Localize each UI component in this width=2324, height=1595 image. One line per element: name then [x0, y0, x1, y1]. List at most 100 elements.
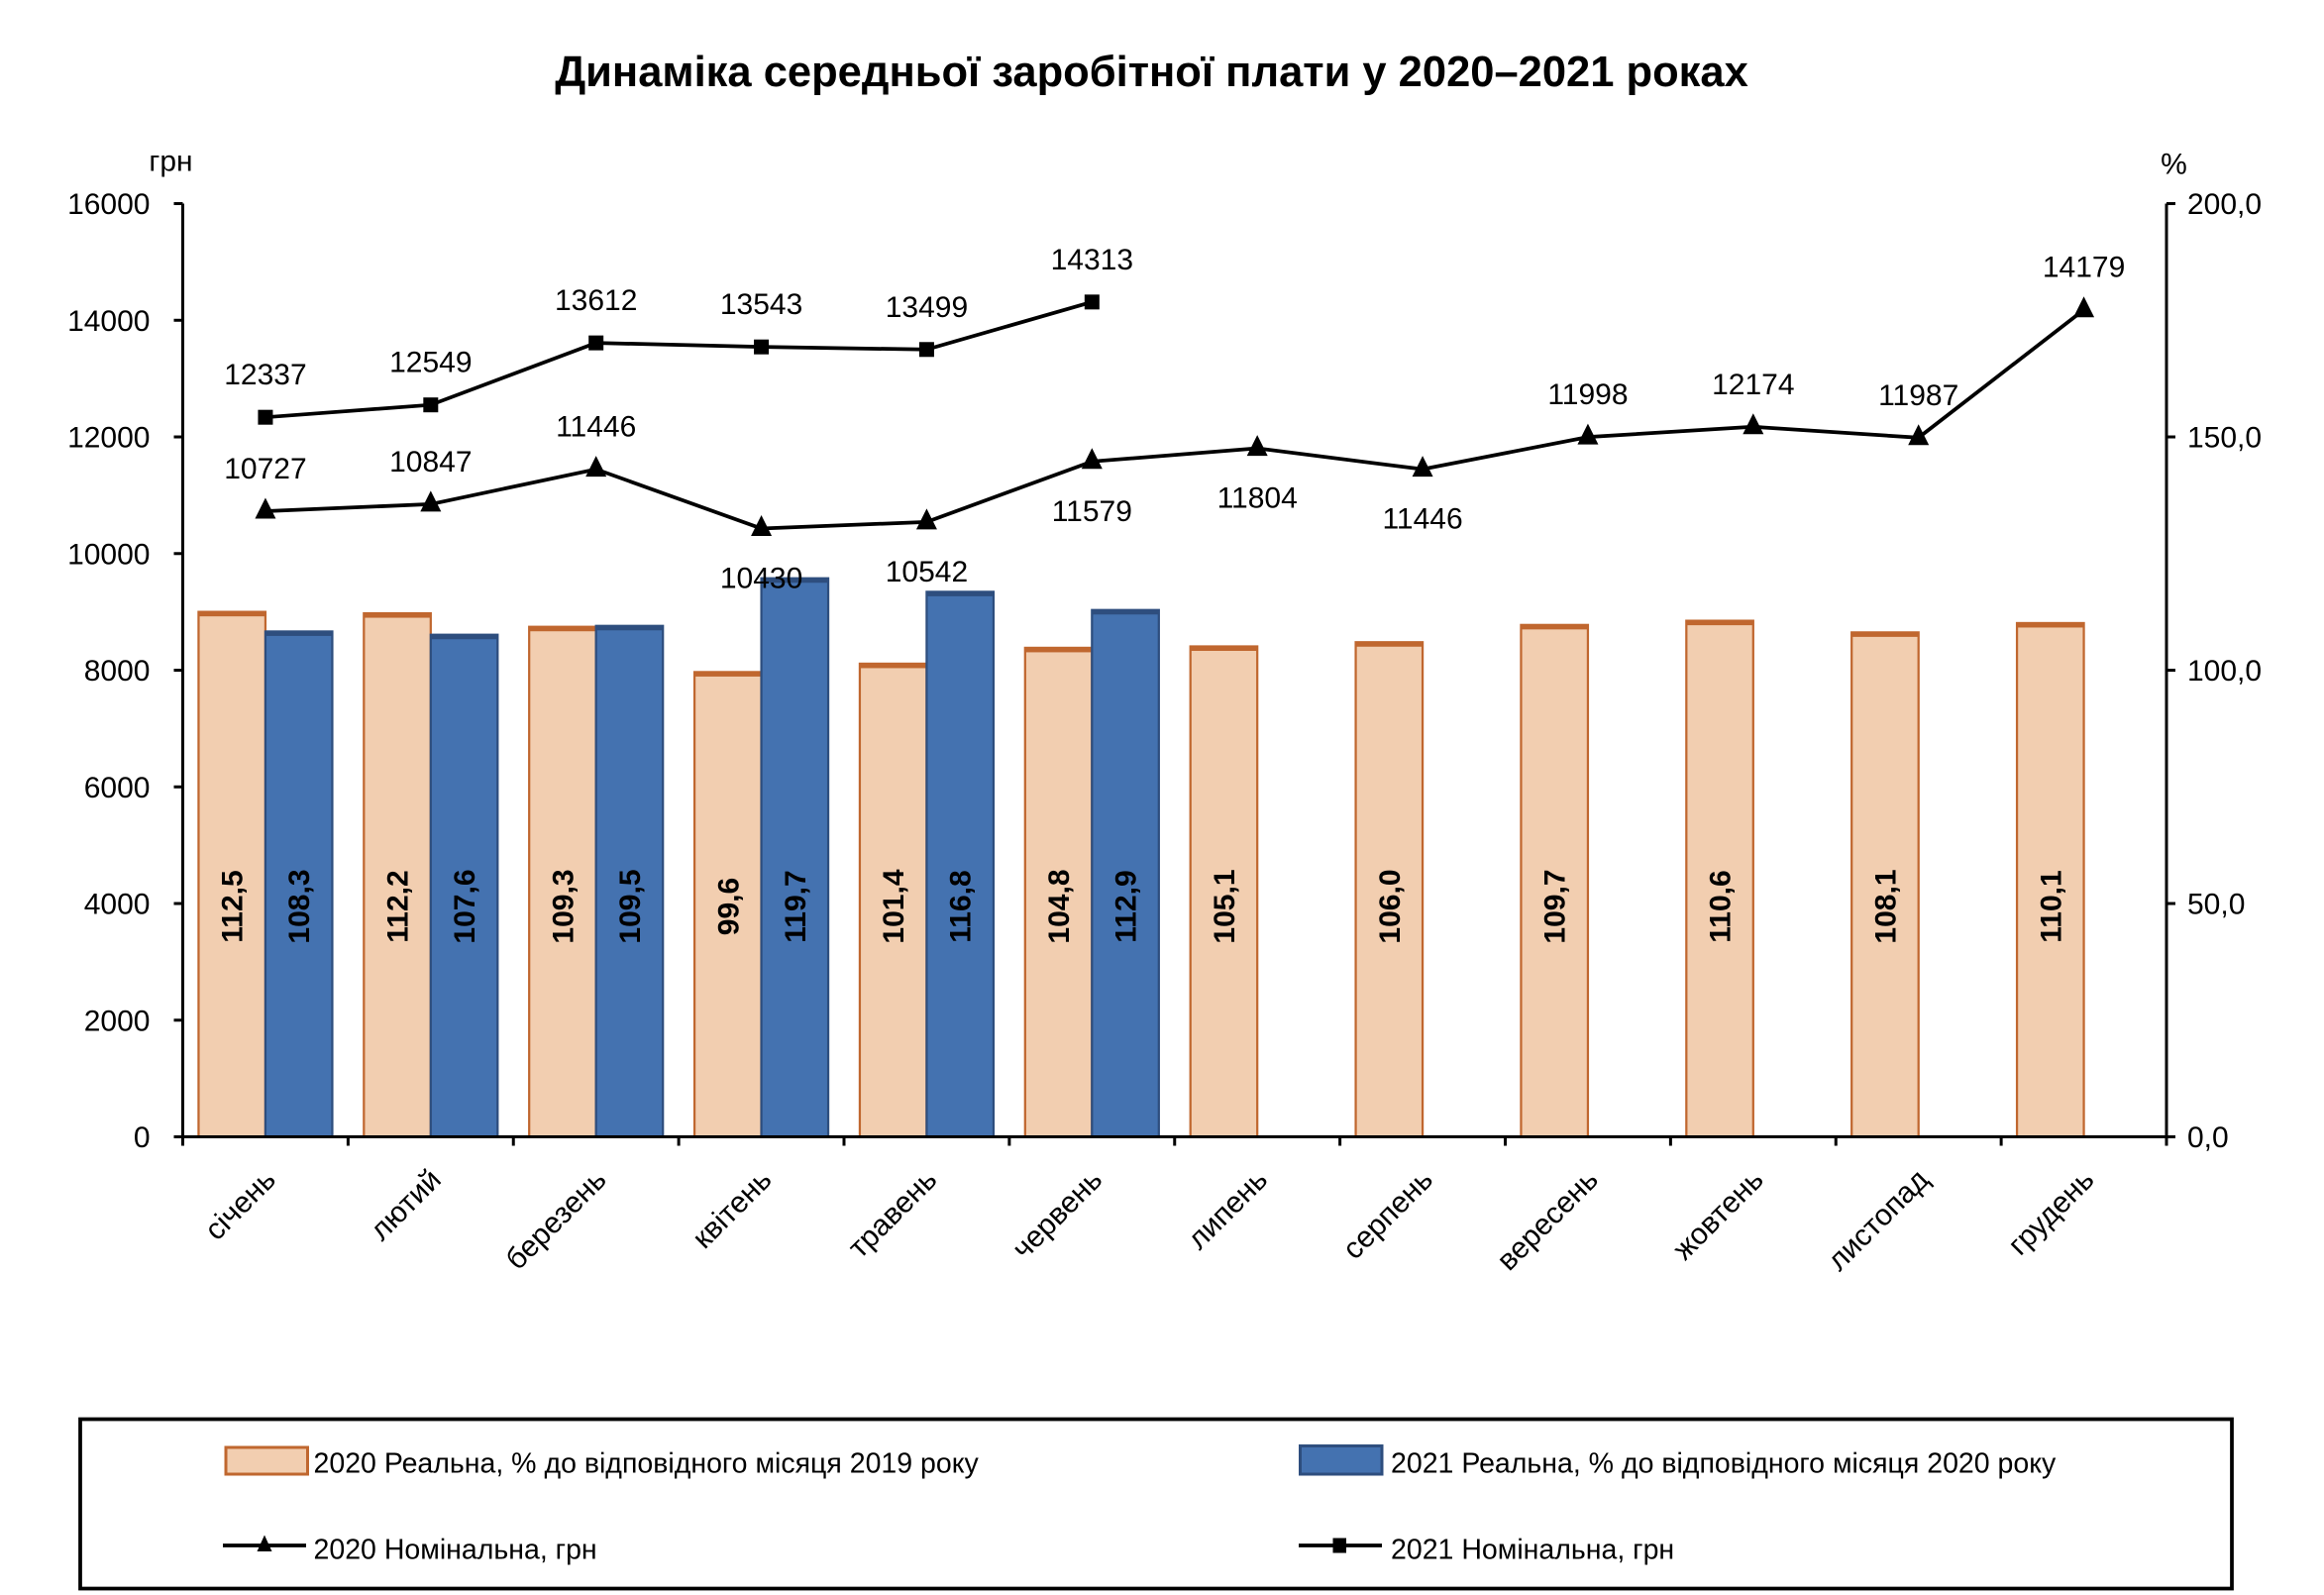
bar-data-label: 112,9	[1110, 870, 1143, 942]
bar-data-label: 119,7	[780, 870, 812, 942]
line-data-label: 11446	[1382, 503, 1462, 536]
triangle-marker	[585, 456, 607, 478]
legend-label-2020-real: 2020 Реальна, % до відповідного місяця 2…	[314, 1448, 980, 1480]
triangle-marker	[915, 508, 937, 530]
bar-data-label: 107,6	[449, 869, 481, 943]
bar-top-edge	[1521, 624, 1588, 630]
bar-data-label: 110,1	[2035, 870, 2067, 942]
triangle-marker-icon	[257, 1535, 272, 1552]
bar-2021-real	[925, 590, 996, 1138]
line-data-label: 10727	[224, 453, 306, 485]
x-tick-label: жовтень	[1667, 1163, 1770, 1266]
x-tick-label: лютий	[364, 1163, 448, 1247]
square-marker-icon	[1332, 1538, 1346, 1553]
chart-title: Динаміка середньої заробітної плати у 20…	[555, 49, 1748, 96]
triangle-marker	[1412, 456, 1433, 478]
bar-2020-real	[1023, 646, 1094, 1138]
line-data-label: 11579	[1052, 495, 1132, 528]
bar-top-edge	[1190, 646, 1258, 652]
line-data-label: 10542	[886, 556, 968, 588]
bar-top-edge	[1851, 632, 1919, 637]
legend-swatch-2020-real	[224, 1445, 309, 1476]
legend-label-2021-nominal: 2021 Номінальна, грн	[1391, 1535, 1674, 1566]
y-right-label: %	[2161, 149, 2187, 181]
y-right-tick-label: 200,0	[2187, 188, 2262, 221]
triangle-marker	[1081, 448, 1103, 470]
legend-item-2021-nominal[interactable]: 2021 Номінальна, грн	[1299, 1535, 1674, 1566]
bar-2020-real	[1685, 619, 1754, 1138]
bar-top-edge	[529, 626, 596, 632]
bar-top-edge	[364, 613, 431, 618]
triangle-marker	[1246, 435, 1268, 457]
triangle-marker	[1577, 423, 1599, 445]
y-left-tick-label: 10000	[67, 538, 150, 571]
bar-top-edge	[761, 578, 829, 584]
bar-top-edge	[1024, 647, 1093, 653]
line-data-label: 11998	[1547, 378, 1628, 411]
line-data-label: 11446	[556, 411, 636, 444]
bar-top-edge	[1686, 620, 1753, 626]
x-tick-label: листопад	[1822, 1163, 1936, 1277]
line-data-label: 10430	[720, 562, 802, 594]
line-data-label: 14313	[1051, 244, 1133, 276]
bar-top-edge	[2017, 622, 2084, 628]
line-data-label: 12549	[389, 347, 472, 379]
x-tick-label: серпень	[1336, 1163, 1439, 1266]
bar-top-edge	[1355, 642, 1424, 647]
line-2021-nominal	[264, 300, 1093, 420]
bar-2020-real	[1850, 631, 1920, 1138]
square-marker	[588, 335, 604, 351]
y-left-tick-label: 12000	[67, 422, 150, 455]
y-right-tick-label: 150,0	[2187, 422, 2262, 455]
y-right-tick-label: 0,0	[2187, 1121, 2229, 1154]
square-marker	[918, 342, 934, 358]
bar-top-edge	[1092, 609, 1159, 615]
legend-swatch-2021-real	[1299, 1444, 1384, 1476]
bar-data-label: 112,5	[217, 870, 250, 942]
bar-data-label: 110,6	[1705, 870, 1738, 942]
bar-data-label: 109,3	[547, 869, 580, 943]
bar-top-edge	[859, 663, 927, 669]
triangle-marker	[751, 514, 773, 536]
y-left-tick-label: 16000	[67, 188, 150, 221]
legend-frame	[78, 1417, 2234, 1591]
legend-item-2020-nominal[interactable]: 2020 Номінальна, грн	[223, 1535, 597, 1566]
bar-top-edge	[198, 611, 265, 617]
bar-data-label: 112,2	[382, 870, 415, 942]
y-left-tick-label: 8000	[84, 655, 151, 688]
bar-data-label: 101,4	[878, 869, 910, 943]
line-data-label: 10847	[389, 446, 472, 478]
y-left-tick-label: 6000	[84, 772, 151, 804]
triangle-marker	[255, 497, 276, 519]
line-data-label: 14179	[2043, 252, 2125, 284]
y-right-tick-label: 50,0	[2187, 889, 2245, 921]
bar-top-edge	[264, 631, 333, 636]
bar-2021-real	[1091, 608, 1160, 1138]
bar-data-label: 109,5	[614, 869, 647, 943]
line-data-label: 13543	[720, 288, 802, 321]
square-marker	[423, 397, 439, 413]
bar-top-edge	[926, 591, 994, 596]
bar-data-label: 99,6	[712, 878, 745, 935]
y-left-tick-label: 2000	[84, 1005, 151, 1037]
line-data-label: 12174	[1712, 369, 1794, 401]
legend-item-2020-real[interactable]: 2020 Реальна, % до відповідного місяця 2…	[224, 1445, 980, 1480]
bar-2020-real	[1354, 641, 1425, 1138]
bar-2020-real	[197, 610, 267, 1138]
x-tick-label: березень	[499, 1163, 612, 1276]
triangle-marker	[420, 490, 442, 512]
x-tick-label: травень	[842, 1163, 943, 1264]
line-data-label: 13499	[886, 291, 968, 324]
y-right-tick-label: 100,0	[2187, 655, 2262, 688]
x-tick-label: вересень	[1491, 1163, 1605, 1277]
triangle-marker	[1743, 413, 1764, 435]
line-data-label: 12337	[224, 359, 306, 391]
legend-label-2021-real: 2021 Реальна, % до відповідного місяця 2…	[1391, 1448, 2057, 1480]
square-marker	[754, 339, 770, 355]
x-tick-label: квітень	[687, 1163, 779, 1255]
legend-item-2021-real[interactable]: 2021 Реальна, % до відповідного місяця 2…	[1299, 1444, 2058, 1480]
x-tick-label: липень	[1182, 1163, 1275, 1256]
square-marker	[258, 409, 273, 425]
square-marker	[1084, 294, 1100, 310]
